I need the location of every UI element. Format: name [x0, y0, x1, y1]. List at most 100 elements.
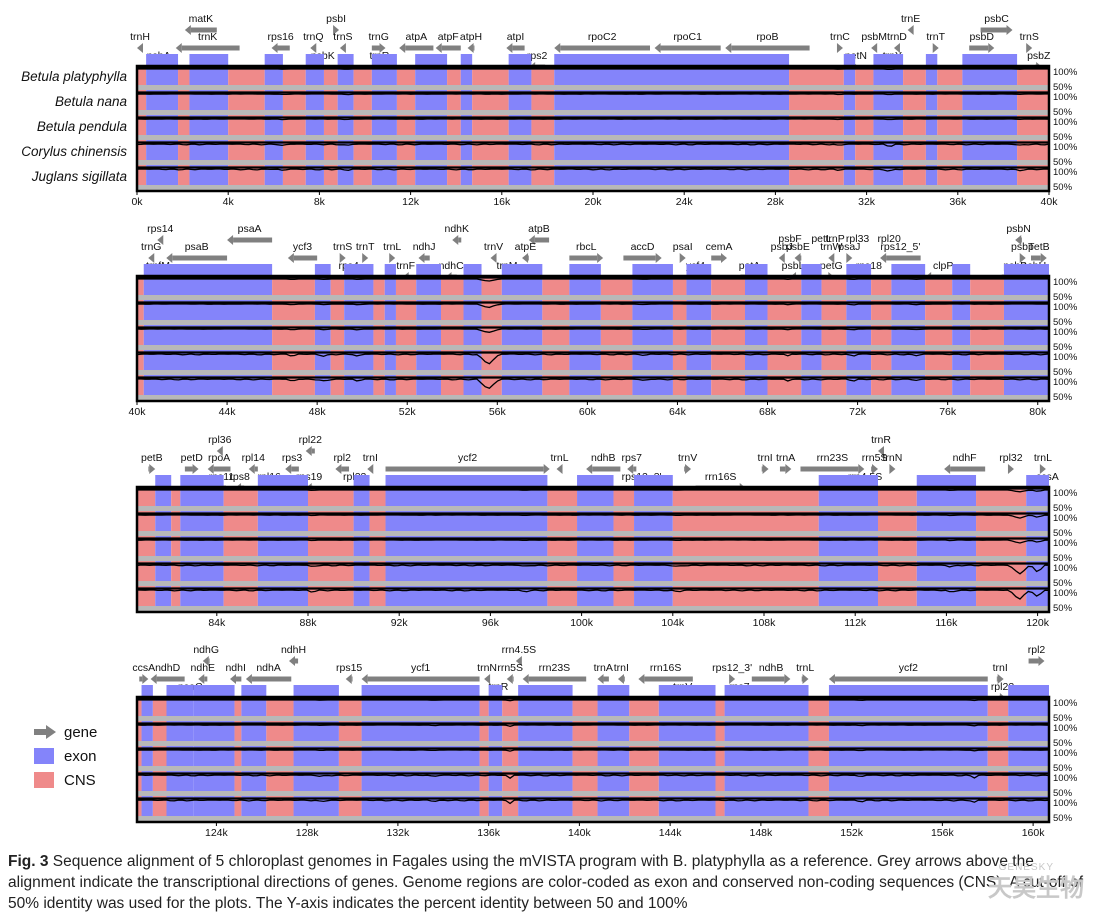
- region-exon: [1026, 587, 1049, 612]
- gene-arrow-head: [1019, 253, 1026, 263]
- x-tick-label: 132k: [387, 827, 411, 839]
- gene-arrow-body: [213, 466, 231, 472]
- baseline-50: [137, 581, 1049, 586]
- gene-arrow-head: [858, 464, 865, 474]
- gene-cemA: cemA: [706, 241, 733, 263]
- region-exon: [314, 326, 331, 351]
- gene-rps12_5': rps12_5': [880, 241, 921, 263]
- gene-arrow-head: [729, 674, 736, 684]
- exon-marker: [353, 475, 370, 487]
- gene-trnG: trnG: [141, 241, 161, 263]
- region-cns: [178, 91, 190, 116]
- gene-psbM: psbM: [861, 31, 887, 53]
- region-cns: [531, 91, 555, 116]
- region-exon: [155, 562, 172, 587]
- gene-arrow-head: [149, 464, 156, 474]
- region-cns: [396, 91, 416, 116]
- tick-label-100: 100%: [1053, 723, 1078, 734]
- gene-label: rrn23S: [817, 452, 849, 464]
- gene-trnQ: trnQ: [303, 31, 323, 53]
- gene-label: psbT: [1011, 241, 1035, 253]
- x-tick-label: 136k: [477, 827, 501, 839]
- tick-label-100: 100%: [1053, 167, 1078, 178]
- region-exon: [463, 376, 482, 401]
- gene-rpl36: rpl36: [208, 434, 232, 456]
- region-cns: [369, 487, 386, 512]
- identity-curve: [137, 699, 1049, 702]
- region-cns: [152, 722, 167, 747]
- region-cns: [903, 91, 926, 116]
- tick-label-50: 50%: [1053, 788, 1073, 799]
- gene-trnV: trnV: [678, 452, 697, 474]
- gene-arrow-head: [361, 674, 368, 684]
- region-cns: [171, 537, 181, 562]
- gene-arrow-head: [287, 253, 294, 263]
- gene-arrow-body: [886, 255, 921, 261]
- region-cns: [152, 772, 167, 797]
- exon-marker: [143, 264, 273, 276]
- region-cns: [330, 301, 345, 326]
- identity-curve: [136, 564, 1050, 575]
- gene-rrn23S: rrn23S: [800, 452, 865, 474]
- region-exon: [925, 166, 938, 191]
- x-tick-label: 44k: [219, 406, 237, 418]
- region-cns: [373, 351, 385, 376]
- region-exon: [925, 91, 938, 116]
- region-exon: [745, 301, 768, 326]
- gene-arrow-head: [515, 656, 522, 666]
- gene-label: trnQ: [303, 31, 323, 43]
- x-tick-label: 24k: [676, 196, 694, 208]
- exon-marker: [1008, 685, 1049, 697]
- gene-label: psbC: [984, 13, 1009, 25]
- gene-rps7: rps7: [622, 452, 642, 474]
- gene-arrow-body: [644, 676, 693, 682]
- gene-arrow-body: [473, 45, 475, 51]
- region-cns: [137, 537, 156, 562]
- gene-arrow-body: [1028, 658, 1039, 664]
- gene-arrow-head: [333, 25, 340, 35]
- gene-label: ccsA: [132, 662, 155, 674]
- exon-marker: [686, 264, 712, 276]
- gene-label: trnR: [871, 434, 891, 446]
- gene-arrow-body: [534, 237, 550, 243]
- exon-marker: [344, 264, 374, 276]
- exon-marker: [873, 54, 904, 66]
- gene-label: psaI: [673, 241, 693, 253]
- region-exon: [353, 512, 370, 537]
- region-cns: [987, 747, 1009, 772]
- region-cns: [137, 166, 147, 191]
- identity-curve: [136, 303, 1050, 309]
- gene-arrow-body: [190, 27, 217, 33]
- region-exon: [305, 116, 324, 141]
- region-exon: [305, 166, 324, 191]
- region-exon: [337, 166, 354, 191]
- gene-ycf2: ycf2: [828, 662, 988, 684]
- region-exon: [141, 697, 153, 722]
- region-cns: [234, 722, 242, 747]
- legend-item-exon: exon: [34, 748, 97, 765]
- baseline-50: [137, 370, 1049, 375]
- region-cns: [855, 91, 874, 116]
- gene-ndhB: ndhB: [751, 662, 791, 684]
- gene-arrow-body: [424, 255, 430, 261]
- region-cns: [987, 697, 1009, 722]
- region-cns: [502, 797, 519, 822]
- region-cns: [871, 351, 892, 376]
- x-tick-label: 104k: [661, 617, 685, 629]
- region-cns: [330, 351, 345, 376]
- region-exon: [1026, 512, 1049, 537]
- track-juglans-sigillata: 100% 50%: [136, 166, 1078, 193]
- tick-label-100: 100%: [1053, 538, 1078, 549]
- gene-label: petD: [181, 452, 204, 464]
- gene-label: psbZ: [1027, 50, 1051, 62]
- gene-arrow-head: [627, 464, 634, 474]
- exon-marker: [846, 264, 872, 276]
- region-cns: [137, 276, 144, 301]
- gene-ycf2: ycf2: [385, 452, 550, 474]
- exon-marker: [658, 685, 716, 697]
- exon-marker: [193, 685, 235, 697]
- region-cns: [447, 116, 461, 141]
- gene-arrow-body: [293, 255, 318, 261]
- gene-arrow-body: [371, 45, 380, 51]
- tick-label-100: 100%: [1053, 277, 1078, 288]
